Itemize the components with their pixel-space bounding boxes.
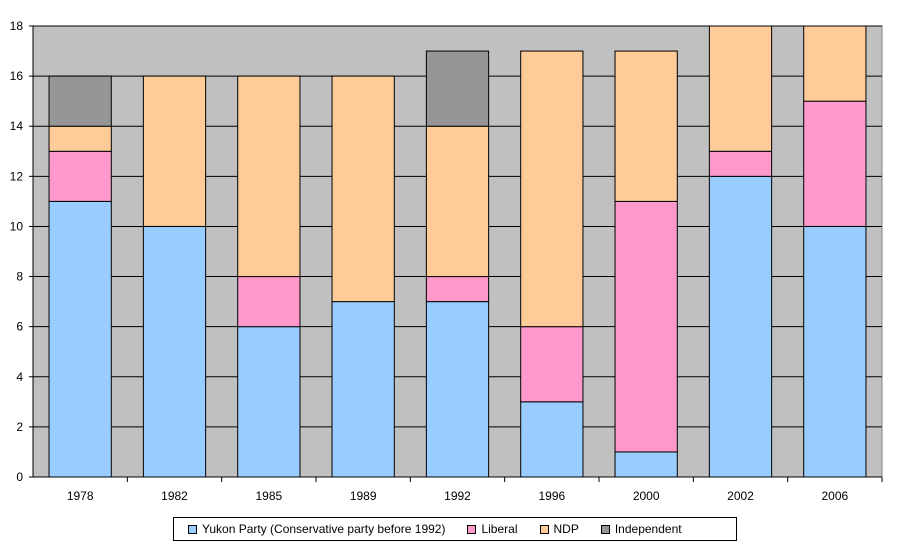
- legend-swatch: [467, 524, 477, 534]
- bar-segment: [237, 276, 301, 328]
- legend-item: NDP: [539, 522, 579, 536]
- bar-segment: [48, 200, 112, 478]
- y-tick-label: 4: [16, 370, 23, 384]
- axes: 0 2 4 6 8 10 12 14 16 18 1978 1982 1985 1989 1992 1996 2…: [10, 19, 883, 503]
- legend-label: Independent: [614, 522, 682, 536]
- legend-swatch: [539, 524, 549, 534]
- y-tick-label: 2: [16, 420, 23, 434]
- bar-segment: [425, 301, 490, 478]
- bar-segment: [142, 225, 207, 478]
- y-tick-label: 14: [10, 119, 24, 133]
- x-tick-label: 1992: [444, 489, 471, 503]
- bar-segment: [614, 200, 678, 453]
- chart-legend: Yukon Party (Conservative party before 1…: [173, 517, 737, 541]
- bar-segment: [708, 150, 773, 177]
- legend-item: Liberal: [467, 522, 518, 536]
- y-tick-label: 12: [10, 169, 24, 183]
- y-tick-label: 16: [10, 69, 24, 83]
- x-tick-label: 2002: [727, 489, 754, 503]
- bar-segment: [48, 75, 112, 127]
- legend-item: Yukon Party (Conservative party before 1…: [188, 522, 445, 536]
- bars: [48, 25, 867, 478]
- x-tick-label: 1985: [255, 489, 282, 503]
- x-tick-label: 2000: [633, 489, 660, 503]
- bar-segment: [520, 401, 584, 478]
- legend-item: Independent: [600, 522, 682, 536]
- legend-label: Liberal: [481, 522, 518, 536]
- bar-segment: [48, 150, 112, 202]
- bar-segment: [520, 326, 584, 403]
- y-tick-label: 8: [16, 270, 23, 284]
- y-tick-label: 6: [16, 320, 23, 334]
- y-tick-label: 18: [10, 19, 24, 33]
- x-tick-label: 1978: [67, 489, 94, 503]
- legend-swatch: [600, 524, 610, 534]
- bar-segment: [331, 75, 395, 303]
- bar-segment: [142, 75, 207, 227]
- bar-segment: [237, 75, 301, 278]
- legend-label: NDP: [553, 522, 579, 536]
- bar-segment: [425, 125, 490, 278]
- x-tick-label: 2006: [821, 489, 848, 503]
- bar-segment: [237, 326, 301, 478]
- x-tick-label: 1982: [161, 489, 188, 503]
- bar-segment: [803, 25, 867, 102]
- legend-label: Yukon Party (Conservative party before 1…: [202, 522, 446, 536]
- bar-segment: [803, 100, 867, 227]
- bar-segment: [331, 301, 395, 478]
- bar-segment: [425, 276, 490, 303]
- bar-segment: [425, 50, 490, 127]
- bar-segment: [708, 175, 773, 478]
- bar-segment: [48, 125, 112, 152]
- bar-segment: [520, 50, 584, 328]
- bar-segment: [708, 25, 773, 152]
- bar-segment: [803, 225, 867, 478]
- x-tick-label: 1989: [350, 489, 377, 503]
- y-tick-label: 10: [10, 219, 24, 233]
- y-tick-label: 0: [16, 470, 23, 484]
- bar-segment: [614, 451, 678, 478]
- bar-segment: [614, 50, 678, 202]
- legend-swatch: [188, 524, 197, 534]
- x-tick-label: 1996: [538, 489, 565, 503]
